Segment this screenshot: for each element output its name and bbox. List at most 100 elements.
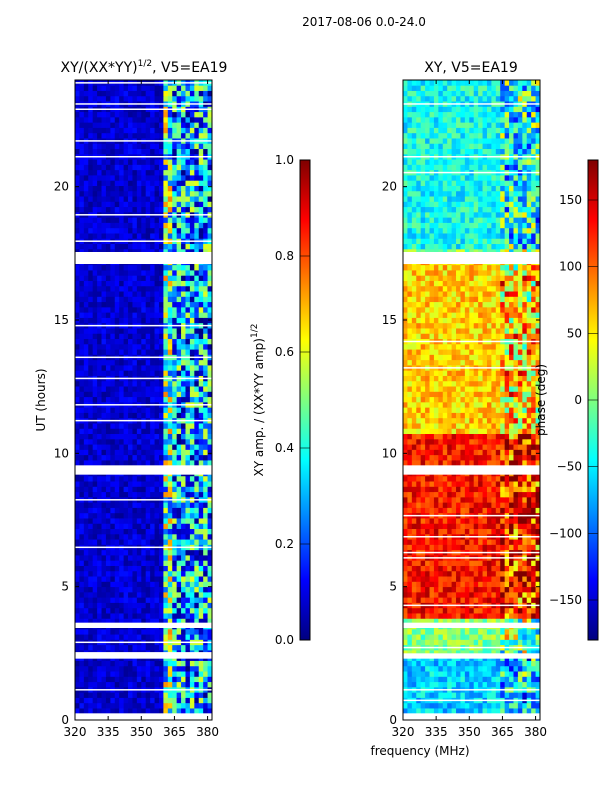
heatmap-cell xyxy=(92,280,98,287)
heatmap-cell xyxy=(105,386,111,392)
heatmap-cell xyxy=(189,523,195,530)
heatmap-cell xyxy=(79,423,85,429)
heatmap-cell xyxy=(163,433,169,440)
heatmap-cell xyxy=(136,581,142,588)
data-gap-line xyxy=(75,240,212,242)
heatmap-cell xyxy=(132,248,138,255)
heatmap-cell xyxy=(181,349,186,355)
heatmap-cell xyxy=(495,591,501,598)
heatmap-cell xyxy=(181,280,186,287)
heatmap-cell xyxy=(128,412,133,419)
heatmap-cell xyxy=(181,502,186,508)
heatmap-cell xyxy=(185,233,191,239)
heatmap-cell xyxy=(403,708,408,714)
data-gap-line xyxy=(75,108,212,110)
heatmap-cell xyxy=(79,512,85,519)
heatmap-cell xyxy=(92,502,98,508)
heatmap-cell xyxy=(114,333,120,340)
heatmap-cell xyxy=(114,528,120,535)
heatmap-cell xyxy=(92,190,98,197)
heatmap-cell xyxy=(167,449,173,456)
heatmap-cell xyxy=(123,549,129,556)
heatmap-cell xyxy=(123,433,129,440)
heatmap-cell xyxy=(420,702,426,709)
heatmap-cell xyxy=(469,665,475,672)
heatmap-cell xyxy=(172,607,178,614)
heatmap-cell xyxy=(97,296,102,303)
heatmap-cell xyxy=(158,665,164,672)
heatmap-cell xyxy=(438,671,444,677)
heatmap-cell xyxy=(176,533,182,540)
heatmap-cell xyxy=(478,671,483,677)
heatmap-cell xyxy=(128,613,133,619)
heatmap-cell xyxy=(110,85,116,91)
heatmap-cell xyxy=(97,217,102,223)
heatmap-cell xyxy=(442,628,448,635)
heatmap-cell xyxy=(110,328,116,334)
heatmap-cell xyxy=(92,111,98,118)
heatmap-cell xyxy=(522,565,528,572)
heatmap-cell xyxy=(123,359,129,366)
heatmap-cell xyxy=(132,692,138,698)
heatmap-cell xyxy=(75,512,80,519)
heatmap-cell xyxy=(145,581,151,588)
heatmap-cell xyxy=(172,613,178,619)
amplitude-colorbar-axis: 0.00.20.40.60.81.0 xyxy=(275,153,310,647)
data-gap-line xyxy=(403,646,540,649)
heatmap-cell xyxy=(105,95,111,102)
heatmap-cell xyxy=(88,491,94,498)
heatmap-cell xyxy=(132,201,138,208)
heatmap-cell xyxy=(482,639,488,646)
heatmap-cell xyxy=(451,692,457,698)
heatmap-cell xyxy=(491,607,497,614)
heatmap-cell xyxy=(198,475,204,482)
heatmap-cell xyxy=(105,328,111,334)
heatmap-cell xyxy=(447,576,453,582)
heatmap-cell xyxy=(185,111,191,118)
amplitude-plot-frame xyxy=(74,79,213,721)
heatmap-cell xyxy=(83,597,89,603)
heatmap-cell xyxy=(203,248,208,255)
heatmap-cell xyxy=(513,660,519,667)
heatmap-cell xyxy=(119,560,125,566)
heatmap-cell xyxy=(141,518,147,524)
heatmap-cell xyxy=(181,148,186,155)
heatmap-cell xyxy=(181,528,186,535)
heatmap-cell xyxy=(163,681,169,688)
heatmap-cell xyxy=(185,475,191,482)
heatmap-cell xyxy=(136,555,142,561)
heatmap-cell xyxy=(203,275,208,281)
heatmap-cell xyxy=(535,676,541,683)
heatmap-cell xyxy=(522,586,528,593)
heatmap-cell xyxy=(407,570,413,577)
x-tick-label: 320 xyxy=(64,725,87,739)
heatmap-cell xyxy=(411,523,417,530)
heatmap-cell xyxy=(97,164,102,171)
heatmap-cell xyxy=(420,618,426,625)
heatmap-cell xyxy=(92,412,98,419)
heatmap-cell xyxy=(158,460,164,466)
heatmap-cell xyxy=(119,306,125,313)
heatmap-cell xyxy=(403,613,408,619)
heatmap-cell xyxy=(145,380,151,387)
heatmap-cell xyxy=(123,201,129,208)
heatmap-cell xyxy=(114,502,120,508)
heatmap-cell xyxy=(110,169,116,176)
heatmap-cell xyxy=(119,697,125,704)
heatmap-cell xyxy=(145,591,151,598)
heatmap-cell xyxy=(526,539,532,545)
heatmap-cell xyxy=(119,349,125,355)
heatmap-cell xyxy=(92,454,98,461)
heatmap-cell xyxy=(101,285,107,292)
heatmap-cell xyxy=(407,523,413,530)
heatmap-cell xyxy=(207,386,213,392)
heatmap-cell xyxy=(79,233,85,239)
heatmap-cell xyxy=(185,618,191,625)
heatmap-cell xyxy=(469,528,475,535)
heatmap-cell xyxy=(181,333,186,340)
heatmap-cell xyxy=(473,702,479,709)
heatmap-cell xyxy=(150,449,155,456)
heatmap-cell xyxy=(123,285,129,292)
heatmap-cell xyxy=(198,180,204,186)
heatmap-cell xyxy=(83,296,89,303)
